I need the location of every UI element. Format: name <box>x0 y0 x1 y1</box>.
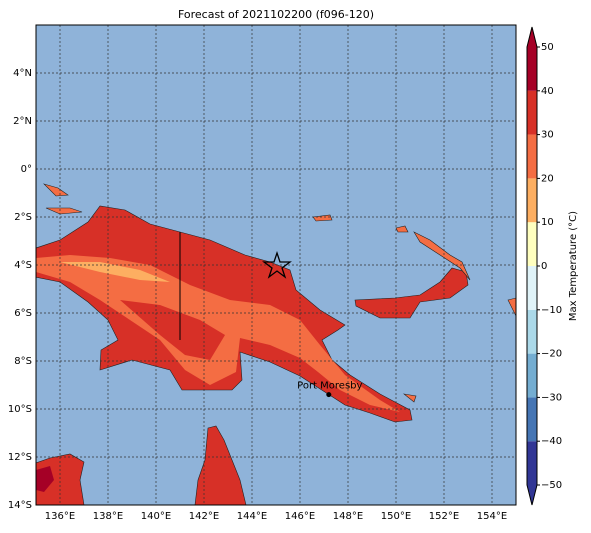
colorbar-bin <box>527 309 537 354</box>
colorbar-extend-low <box>527 485 537 505</box>
colorbar-bin <box>527 90 537 135</box>
lat-tick-label: 12°S <box>8 452 32 463</box>
lat-tick-label: 14°S <box>8 500 32 511</box>
colorbar-tick-label: 20 <box>541 173 554 184</box>
colorbar-bin <box>527 134 537 179</box>
star-marker <box>262 250 292 279</box>
colorbar-bin <box>527 178 537 223</box>
lon-tick-label: 152°E <box>429 511 459 522</box>
colorbar-bin <box>527 441 537 485</box>
mild-band <box>60 262 170 282</box>
lat-tick-label: 0° <box>21 164 32 175</box>
colorbar-tick-label: −20 <box>541 349 562 360</box>
hot-band <box>120 300 225 360</box>
colorbar-bin <box>527 47 537 91</box>
island <box>395 225 409 233</box>
city-marker <box>326 392 332 398</box>
lon-tick-label: 142°E <box>189 511 219 522</box>
island <box>402 393 417 403</box>
new-britain <box>354 267 469 319</box>
cape-york <box>194 425 247 505</box>
island <box>42 183 69 197</box>
island <box>45 207 83 215</box>
colorbar-bin <box>527 266 537 310</box>
colorbar-label: Max Temperature (°C) <box>568 211 579 321</box>
lon-tick-label: 148°E <box>333 511 363 522</box>
lat-tick-label: 6°S <box>14 308 32 319</box>
colorbar-tick-label: −50 <box>541 480 562 491</box>
lat-tick-label: 8°S <box>14 356 32 367</box>
lon-tick-label: 154°E <box>477 511 507 522</box>
lon-tick-label: 140°E <box>141 511 171 522</box>
graticule <box>36 25 516 506</box>
colorbar-tick-label: −30 <box>541 392 562 403</box>
colorbar-tick-label: −10 <box>541 305 562 316</box>
island <box>507 297 516 317</box>
colorbar-tick-label: 50 <box>541 42 554 53</box>
lat-tick-label: 4°S <box>14 260 32 271</box>
lon-tick-label: 146°E <box>285 511 315 522</box>
lat-tick-label: 10°S <box>8 404 32 415</box>
colorbar-tick-label: 30 <box>541 130 554 141</box>
colorbar-bin <box>527 222 537 266</box>
lon-tick-label: 144°E <box>237 511 267 522</box>
lat-tick-label: 2°S <box>14 212 32 223</box>
colorbar-extend-high <box>527 27 537 47</box>
colorbar-bin <box>527 353 537 398</box>
hot-spot <box>36 466 54 492</box>
colorbar-tick-label: 0 <box>541 261 547 272</box>
island <box>312 214 333 222</box>
lon-tick-label: 136°E <box>45 511 75 522</box>
land <box>36 183 516 505</box>
title: Forecast of 2021102200 (f096-120) <box>178 8 374 21</box>
colorbar-tick-label: 40 <box>541 86 554 97</box>
lon-tick-label: 138°E <box>93 511 123 522</box>
colorbar-bin <box>527 397 537 442</box>
new-ireland <box>413 231 471 281</box>
colorbar <box>526 26 540 506</box>
colorbar-tick-label: 10 <box>541 217 554 228</box>
lat-tick-label: 4°N <box>13 68 32 79</box>
lat-tick-label: 2°N <box>13 116 32 127</box>
lon-tick-label: 150°E <box>381 511 411 522</box>
colorbar-tick-label: −40 <box>541 436 562 447</box>
city-label: Port Moresby <box>297 381 362 392</box>
map-frame <box>35 24 517 506</box>
